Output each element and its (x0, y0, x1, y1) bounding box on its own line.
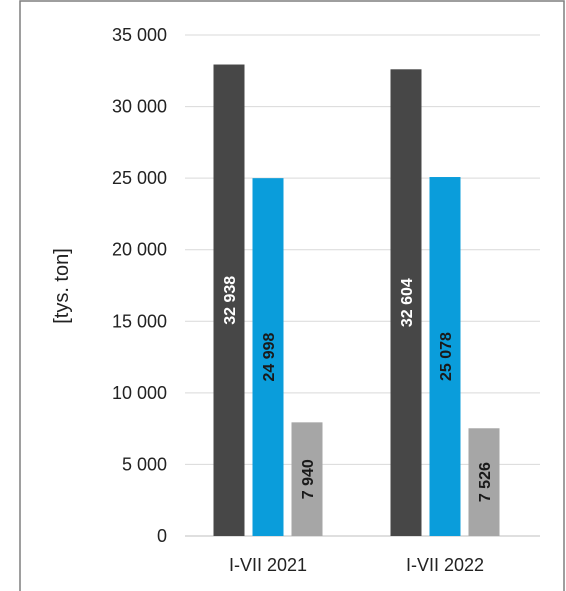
bar-value-label: 32 938 (222, 276, 239, 325)
y-tick-label: 30 000 (112, 97, 167, 117)
y-tick-label: 5 000 (122, 454, 167, 474)
bar-value-label: 7 526 (477, 462, 494, 502)
bar (468, 428, 500, 536)
y-tick-label: 25 000 (112, 168, 167, 188)
y-tick-label: 0 (157, 526, 167, 546)
x-category-label: I-VII 2021 (229, 555, 307, 575)
y-axis-label: [tys. ton] (51, 248, 73, 324)
y-tick-label: 10 000 (112, 383, 167, 403)
bar (252, 178, 284, 536)
bar-value-label: 24 998 (261, 333, 278, 382)
y-tick-label: 15 000 (112, 311, 167, 331)
x-category-label: I-VII 2022 (406, 555, 484, 575)
bar (291, 422, 323, 536)
bar (213, 64, 245, 537)
bar-value-label: 25 078 (438, 332, 455, 381)
bar-value-label: 7 940 (300, 459, 317, 499)
bar (390, 69, 422, 536)
bar (429, 177, 461, 536)
y-axis-ticks: 0 5 000 10 000 15 000 20 000 25 000 30 000 35 0… (112, 25, 167, 546)
x-axis-categories: I-VII 2021 I-VII 2022 (229, 555, 484, 575)
bar-value-label: 32 604 (399, 278, 416, 327)
y-tick-label: 20 000 (112, 240, 167, 260)
bars: 32 938 24 998 7 940 32 604 25 078 7 526 (213, 64, 500, 537)
y-tick-label: 35 000 (112, 25, 167, 45)
